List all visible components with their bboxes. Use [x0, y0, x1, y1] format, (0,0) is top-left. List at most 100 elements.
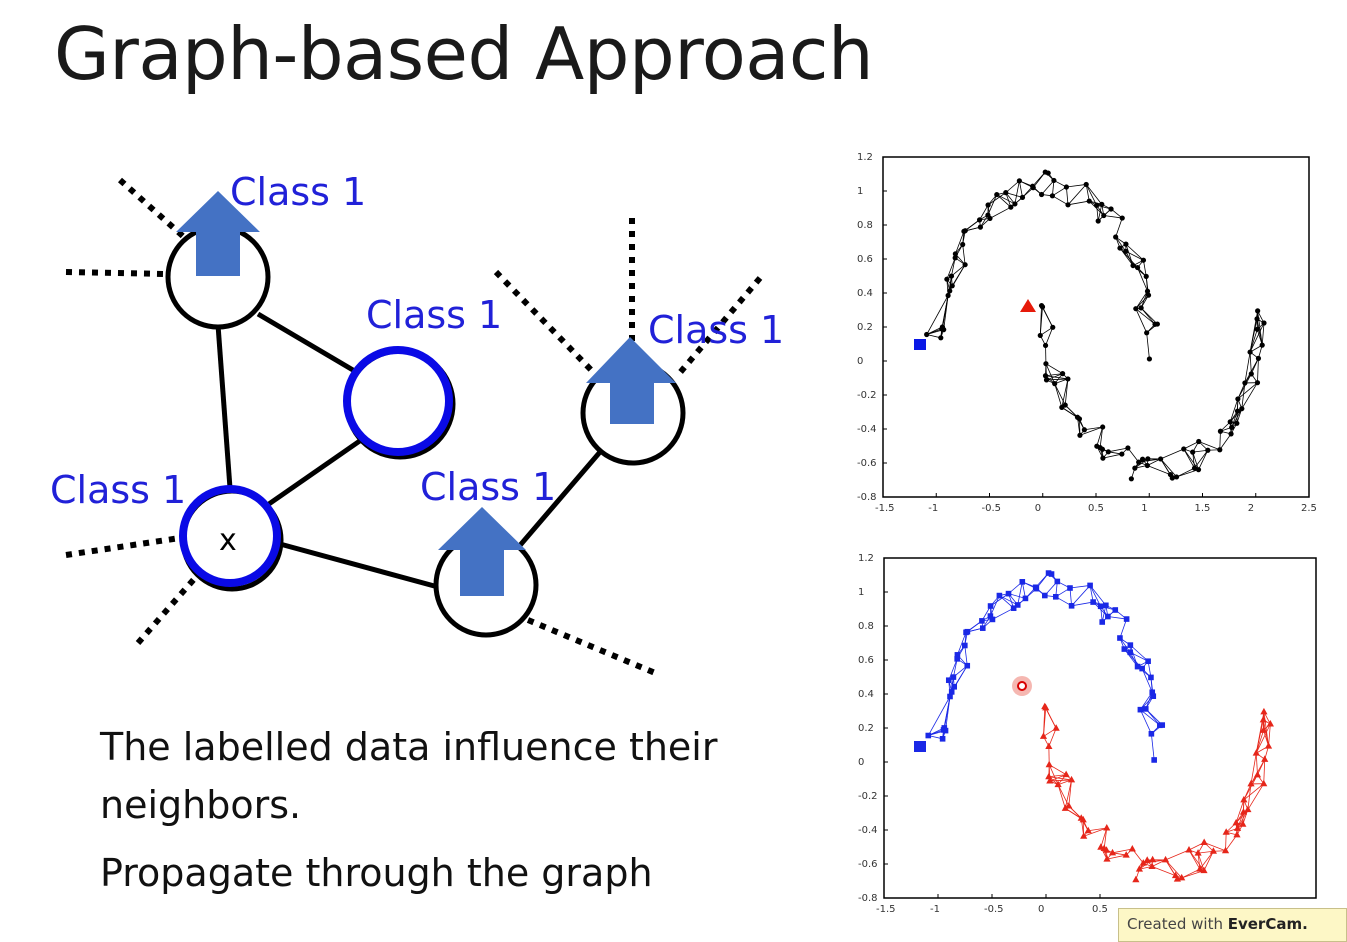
graph-edge — [1198, 441, 1220, 451]
graph-edge — [1112, 848, 1133, 854]
graph-edge — [1263, 730, 1269, 747]
x-tick-label: -0.5 — [982, 503, 1002, 514]
graph-point — [1103, 602, 1109, 609]
graph-edge — [1197, 853, 1205, 871]
dotted-edge — [118, 177, 187, 241]
dotted-edge — [526, 617, 662, 678]
graph-point — [1054, 578, 1061, 585]
y-tick-label: 1.2 — [858, 553, 874, 564]
graph-edge — [987, 192, 1007, 206]
graph-point — [1196, 438, 1202, 445]
graph-edge — [1100, 827, 1108, 848]
x-tick-label: -1 — [930, 904, 940, 915]
y-tick-label: -0.2 — [858, 791, 878, 802]
graph-point — [1194, 849, 1202, 856]
graph-edge — [1048, 764, 1059, 785]
graph-edge — [1160, 448, 1184, 460]
graph-point — [1019, 194, 1026, 200]
graph-edge — [1125, 243, 1144, 261]
graph-edge — [962, 244, 966, 265]
graph-edge — [1089, 585, 1107, 606]
graph-point — [1137, 706, 1144, 713]
dotted-edge — [675, 276, 763, 377]
graph-point — [1239, 406, 1245, 412]
graph-point — [1252, 749, 1260, 756]
graph-edge — [1176, 469, 1199, 478]
graph-point — [1117, 245, 1123, 251]
graph-point — [1019, 579, 1026, 585]
graph-point — [1145, 456, 1151, 462]
graph-edge — [1061, 407, 1078, 418]
graph-edge — [1135, 294, 1149, 309]
graph-edge — [990, 593, 1009, 607]
graph-point — [1200, 838, 1208, 846]
graph-edge — [1064, 404, 1078, 418]
graph-edge — [965, 219, 980, 232]
up-arrow-icon — [438, 507, 526, 596]
y-tick-label: 1 — [858, 587, 864, 598]
graph-edge — [1263, 711, 1269, 747]
graph-point — [948, 273, 955, 279]
graph-point — [1077, 814, 1085, 821]
graph-point — [1244, 805, 1252, 813]
graph-point — [1239, 820, 1247, 827]
graph-edge — [1135, 291, 1148, 309]
graph-point — [1239, 808, 1248, 815]
graph-edge — [927, 696, 951, 736]
graph-edge — [1235, 799, 1245, 824]
graph-point — [1094, 202, 1100, 208]
graph-point — [1144, 462, 1150, 469]
graph-point — [1259, 726, 1268, 733]
graph-edge — [1046, 378, 1068, 381]
x-tick-label: 1 — [1141, 503, 1147, 514]
graph-point — [1049, 193, 1056, 199]
graph-point — [1260, 707, 1268, 715]
graph-edge — [1244, 352, 1251, 383]
graph-point — [1173, 474, 1180, 480]
graph-point — [1050, 324, 1056, 330]
y-tick-label: 0.8 — [857, 220, 873, 231]
graph-point — [1222, 828, 1230, 835]
graph-edge — [1069, 587, 1072, 606]
graph-edge — [999, 595, 1018, 606]
graph-point — [1065, 802, 1073, 809]
y-tick-label: 1.2 — [857, 152, 873, 163]
bottom-square-marker — [914, 741, 926, 752]
graph-point — [1135, 865, 1144, 872]
graph-edge — [1141, 668, 1153, 693]
graph-edge — [996, 194, 1016, 205]
graph-edge — [1140, 307, 1158, 325]
graph-edge — [1005, 180, 1020, 193]
graph-point — [1099, 446, 1106, 452]
graph-point — [1113, 234, 1119, 240]
class-label: Class 1 — [50, 468, 186, 512]
dotted-edge — [493, 269, 599, 378]
y-tick-label: -0.6 — [858, 859, 878, 870]
y-tick-label: -0.8 — [857, 492, 877, 503]
graph-edge — [264, 435, 366, 509]
graph-point — [1043, 361, 1049, 367]
graph-point — [989, 616, 996, 623]
graph-edge — [943, 696, 951, 728]
graph-point — [945, 677, 952, 684]
graph-point — [1185, 846, 1193, 853]
graph-edge — [1140, 709, 1152, 734]
graph-point — [1062, 770, 1070, 778]
graph-point — [1143, 856, 1151, 863]
graph-point — [1102, 846, 1111, 853]
graph-point — [1052, 724, 1060, 731]
graph-edge — [1261, 322, 1265, 346]
graph-edge — [1219, 433, 1232, 451]
graph-edge — [1249, 329, 1258, 353]
graph-point — [1145, 658, 1151, 665]
graph-edge — [1108, 447, 1128, 453]
graph-point — [1260, 779, 1268, 787]
labelled-square-marker — [914, 339, 926, 350]
graph-point — [1099, 201, 1105, 207]
graph-edge — [1237, 382, 1246, 400]
graph-point — [1233, 824, 1242, 831]
graph-point — [1022, 595, 1029, 602]
graph-point — [1045, 570, 1052, 576]
graph-edge — [1140, 709, 1161, 726]
graph-point — [947, 288, 953, 294]
